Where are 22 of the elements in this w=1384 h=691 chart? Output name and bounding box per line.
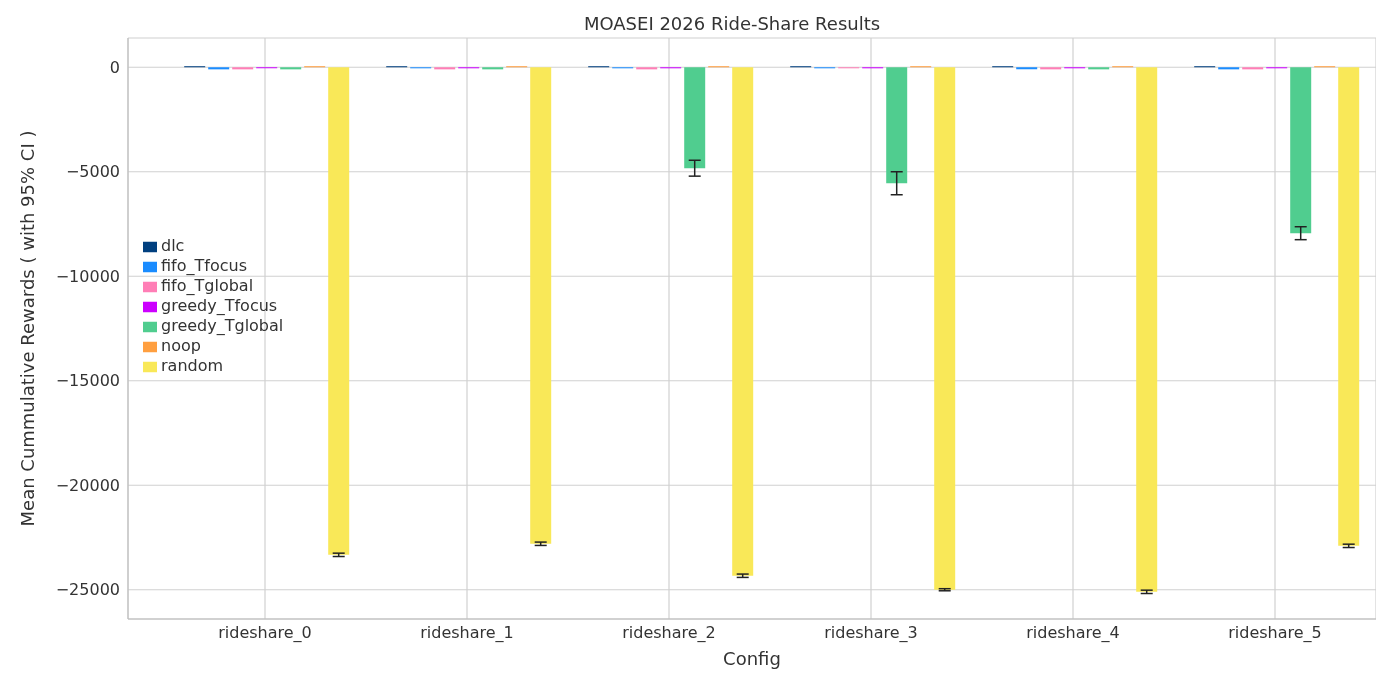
legend-label: greedy_Tfocus bbox=[161, 296, 278, 315]
x-tick-label: rideshare_3 bbox=[824, 623, 918, 644]
x-tick-label: rideshare_1 bbox=[420, 623, 514, 644]
y-tick-label: 0 bbox=[109, 57, 120, 77]
x-tick-label: rideshare_0 bbox=[218, 623, 312, 644]
chart-title: MOASEI 2026 Ride-Share Results bbox=[583, 13, 881, 34]
legend-label: dlc bbox=[161, 236, 185, 255]
y-tick-label: −5000 bbox=[65, 162, 120, 182]
legend-label: fifo_Tfocus bbox=[161, 256, 247, 275]
y-tick-label: −20000 bbox=[55, 475, 120, 495]
y-tick-label: −15000 bbox=[55, 371, 120, 391]
x-tick-label: rideshare_2 bbox=[622, 623, 716, 644]
y-axis-title: Mean Cummulative Rewards ( with 95% CI ) bbox=[17, 130, 39, 527]
legend-label: greedy_Tglobal bbox=[161, 316, 284, 335]
x-tick-label: rideshare_4 bbox=[1026, 623, 1120, 644]
legend-label: noop bbox=[161, 336, 201, 355]
y-tick-label: −25000 bbox=[55, 580, 120, 600]
x-axis-title: Config bbox=[723, 648, 781, 669]
legend-label: fifo_Tglobal bbox=[161, 276, 254, 295]
legend-label: random bbox=[161, 356, 224, 375]
y-tick-label: −10000 bbox=[55, 266, 120, 286]
x-tick-label: rideshare_5 bbox=[1228, 623, 1322, 644]
